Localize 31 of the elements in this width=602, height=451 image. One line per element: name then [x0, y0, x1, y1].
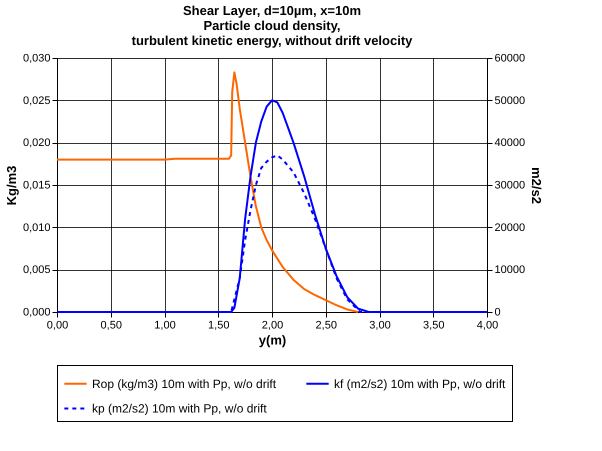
y-tick-label: 0,010: [22, 222, 50, 234]
x-axis-title: y(m): [258, 332, 286, 348]
y2-tick-label: 30000: [494, 180, 526, 192]
y-tick-label: 0,015: [22, 180, 50, 192]
x-tick-label: 1,50: [208, 320, 230, 332]
y-tick-label: 0,005: [22, 264, 50, 276]
x-tick-label: 0,50: [100, 320, 122, 332]
y2-tick-label: 0: [494, 306, 501, 318]
line-series: [56, 71, 359, 313]
x-tick-label: 1,00: [154, 320, 176, 332]
y2-tick-label: 50000: [494, 94, 526, 107]
legend-label: kf (m2/s2) 10m with Pp, w/o drift: [334, 376, 506, 391]
y-axis-title: Kg/m3: [4, 166, 19, 206]
chart-title: Shear Layer, d=10µm, x=10m Particle cloud density, turbulent kinetic energy, without drift velocity: [132, 3, 414, 48]
x-tick-label: 3,00: [369, 320, 391, 332]
x-tick-label: 2,50: [316, 320, 337, 332]
x-tick-label: 2,00: [262, 320, 284, 332]
y-tick-label: 0,000: [22, 306, 50, 318]
y-tick-label: 0,030: [22, 52, 50, 64]
x-tick-label: 4,00: [476, 320, 498, 332]
x-tick-label: 0,00: [46, 320, 68, 332]
y-tick-label: 0,025: [22, 94, 50, 107]
y2-axis-title: m2/s2: [529, 167, 544, 204]
legend-label: kp (m2/s2) 10m with Pp, w/o drift: [92, 402, 268, 416]
y2-tick-label: 60000: [494, 52, 526, 64]
y-tick-label: 0,020: [22, 137, 50, 150]
y2-tick-label: 10000: [494, 264, 526, 276]
x-tick-label: 3,50: [423, 320, 444, 332]
y2-tick-label: 20000: [494, 222, 526, 234]
legend-label: Rop (kg/m3) 10m with Pp, w/o drift: [92, 376, 277, 391]
y2-tick-label: 40000: [494, 137, 526, 150]
